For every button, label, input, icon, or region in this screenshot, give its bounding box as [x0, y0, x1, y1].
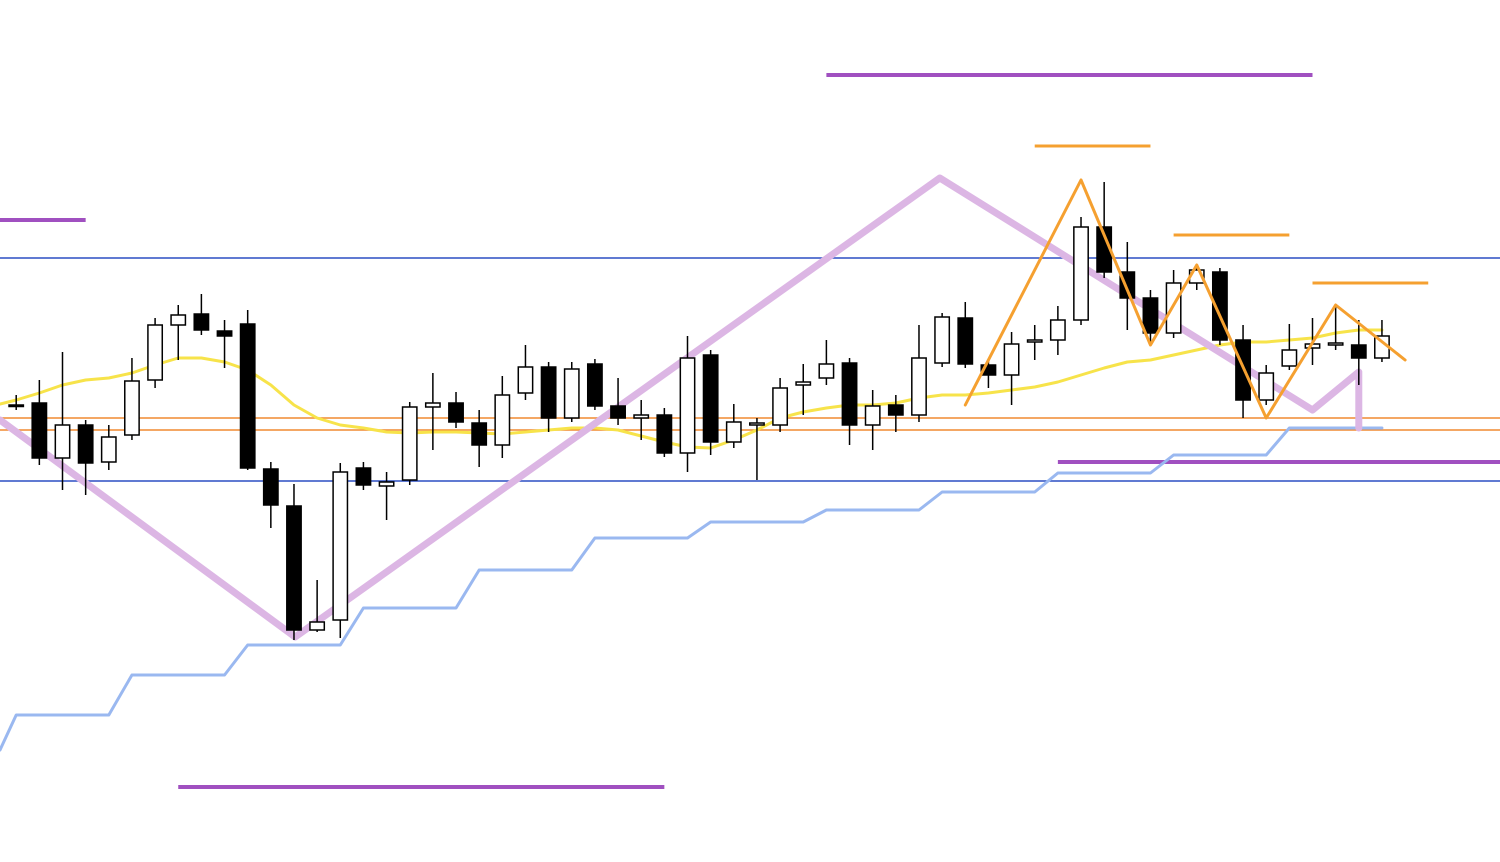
- candle-body: [1003, 343, 1020, 376]
- overlay-line: [963, 178, 1407, 420]
- candle-body: [1258, 372, 1275, 401]
- candle-body: [424, 402, 441, 408]
- candle-body: [934, 316, 951, 364]
- candle-body: [1350, 344, 1367, 359]
- candle-body: [841, 362, 858, 426]
- candle-body: [355, 467, 372, 486]
- candle-body: [1049, 319, 1066, 341]
- candle-body: [494, 394, 511, 446]
- candle-body: [1165, 282, 1182, 334]
- candle-body: [540, 366, 557, 419]
- candle-body: [193, 313, 210, 331]
- candle-body: [170, 314, 187, 326]
- candle-body: [332, 471, 349, 621]
- candle-body: [1073, 226, 1089, 321]
- candle-body: [795, 381, 812, 386]
- candle-body: [401, 406, 418, 481]
- candle-body: [679, 357, 696, 454]
- overlay-line: [0, 426, 1384, 752]
- candle-body: [610, 405, 626, 419]
- candle-body: [911, 357, 927, 416]
- candle-body: [8, 404, 25, 408]
- candle-body: [100, 436, 117, 463]
- candle-body: [378, 481, 395, 487]
- candle-body: [887, 404, 904, 416]
- candle-body: [147, 324, 164, 381]
- candle-body: [957, 317, 974, 365]
- candle-body: [656, 414, 673, 454]
- candle-body: [725, 421, 742, 443]
- candle-body: [77, 424, 94, 464]
- candle-body: [1281, 349, 1298, 367]
- candle-body: [1327, 342, 1344, 346]
- candle-body: [1026, 339, 1043, 343]
- candle-body: [239, 323, 256, 469]
- candle-body: [818, 363, 835, 379]
- overlay-line: [0, 174, 1363, 641]
- candle-body: [286, 505, 302, 631]
- candle-body: [1142, 297, 1159, 334]
- candle-body: [448, 402, 464, 423]
- candle-body: [517, 366, 534, 394]
- candle-body: [980, 364, 997, 376]
- candle-body: [216, 330, 233, 337]
- candle-body: [262, 468, 279, 506]
- candle-body: [31, 402, 48, 459]
- candle-body: [586, 363, 603, 407]
- candle-body: [471, 422, 488, 446]
- candle-body: [702, 354, 719, 443]
- candle-body: [749, 422, 765, 426]
- candle-body: [633, 414, 650, 419]
- candle-body: [772, 387, 789, 426]
- candle-body: [124, 380, 140, 436]
- candle-body: [563, 368, 580, 419]
- candle-body: [54, 424, 71, 459]
- candle-body: [309, 621, 326, 631]
- candle-body: [864, 405, 881, 426]
